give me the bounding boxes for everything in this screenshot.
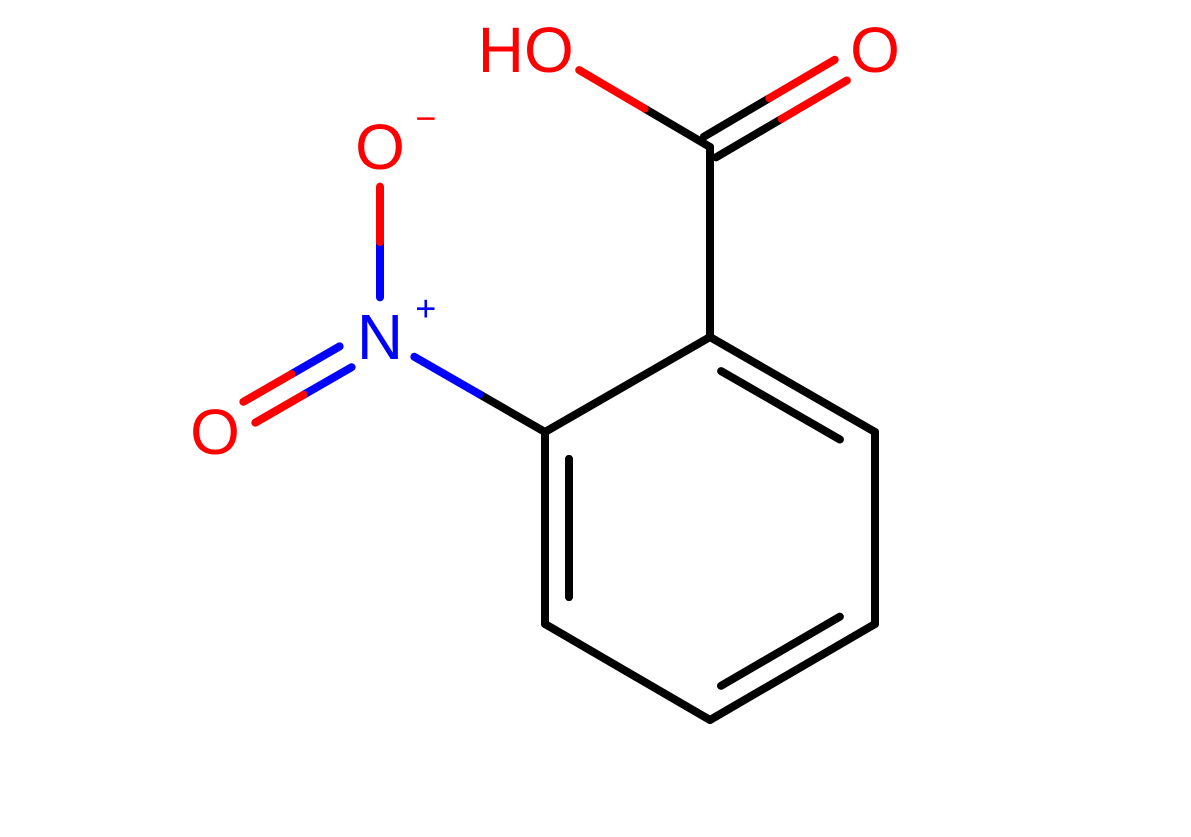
atom-label: O	[850, 14, 900, 86]
atom-O11: O	[190, 396, 240, 468]
atom-O12: O−	[355, 98, 436, 183]
atom-label: O	[190, 396, 240, 468]
atom-charge: +	[415, 288, 436, 329]
atom-label: O	[355, 111, 405, 183]
atom-charge: −	[415, 98, 436, 139]
atom-O9: HO	[478, 14, 574, 86]
atom-label: HO	[478, 14, 574, 86]
atom-label: N	[357, 301, 403, 373]
atom-O8: O	[850, 14, 900, 86]
molecule-diagram: OHON+OO−	[0, 0, 1191, 837]
